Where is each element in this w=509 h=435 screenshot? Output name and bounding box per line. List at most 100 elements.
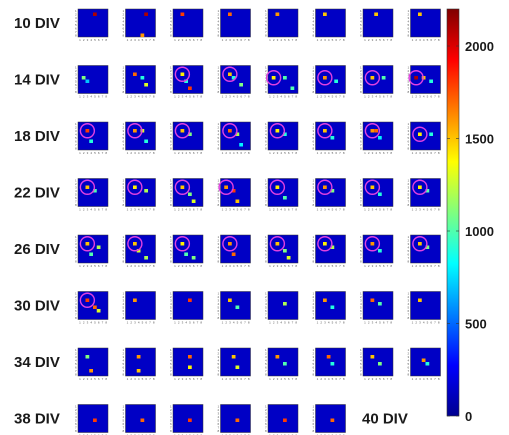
axis-tick-label: 3	[87, 38, 89, 42]
heatmap-cell	[188, 365, 192, 369]
axis-tick-label: 8	[408, 33, 410, 37]
heatmap-cell	[89, 252, 93, 256]
heatmap-cell	[184, 252, 188, 256]
axis-tick-label: 6	[193, 377, 195, 381]
axis-tick-label: 6	[288, 377, 290, 381]
axis-tick-label: 1	[317, 377, 319, 381]
axis-tick-label: 8	[265, 33, 267, 37]
axis-tick-label: 6	[218, 252, 220, 256]
heatmap-cell	[144, 256, 148, 260]
axis-tick-label: 1	[174, 321, 176, 325]
axis-tick-label: 7	[123, 143, 125, 147]
axis-tick-label: 3	[182, 377, 184, 381]
axis-tick-label: 3	[372, 321, 374, 325]
axis-tick-label: 2	[218, 238, 220, 242]
axis-tick-label: 6	[408, 196, 410, 200]
axis-tick-label: 8	[295, 434, 297, 435]
axis-tick-label: 2	[360, 69, 362, 73]
axis-tick-label: 6	[240, 95, 242, 99]
axis-tick-label: 1	[265, 178, 267, 182]
axis-tick-label: 2	[360, 12, 362, 16]
axis-tick-label: 7	[197, 151, 199, 155]
axis-tick-label: 3	[87, 264, 89, 268]
axis-tick-label: 5	[237, 151, 239, 155]
axis-tick-label: 4	[233, 377, 235, 381]
axis-tick-label: 1	[269, 38, 271, 42]
axis-tick-label: 5	[218, 249, 220, 253]
axis-tick-label: 4	[328, 95, 330, 99]
heatmap-cell	[418, 298, 422, 302]
axis-tick-label: 6	[360, 139, 362, 143]
axis-tick-label: 8	[360, 90, 362, 94]
axis-tick-label: 3	[360, 129, 362, 133]
axis-tick-label: 6	[335, 377, 337, 381]
axis-tick-label: 2	[75, 408, 77, 412]
axis-tick-label: 5	[170, 418, 172, 422]
axis-tick-label: 8	[360, 146, 362, 150]
axis-tick-label: 7	[75, 256, 77, 260]
axis-tick-label: 7	[387, 264, 389, 268]
axis-tick-label: 2	[415, 264, 417, 268]
axis-tick-label: 3	[324, 321, 326, 325]
axis-tick-label: 5	[170, 192, 172, 196]
axis-tick-label: 1	[218, 122, 220, 126]
axis-tick-label: 4	[75, 358, 77, 362]
axis-tick-label: 1	[79, 264, 81, 268]
highlight-circle	[174, 123, 191, 139]
axis-tick-label: 1	[265, 235, 267, 239]
axis-tick-label: 6	[383, 321, 385, 325]
axis-tick-label: 7	[265, 199, 267, 203]
axis-tick-label: 3	[277, 151, 279, 155]
axis-tick-label: 8	[313, 372, 315, 376]
axis-tick-label: 4	[138, 321, 140, 325]
axis-tick-label: 1	[360, 291, 362, 295]
axis-tick-label: 4	[280, 95, 282, 99]
heatmap-cell	[370, 242, 375, 246]
axis-tick-label: 8	[248, 264, 250, 268]
axis-tick-label: 6	[383, 208, 385, 212]
axis-tick-label: 3	[419, 264, 421, 268]
axis-tick-label: 5	[218, 362, 220, 366]
heatmap-cell	[378, 362, 382, 366]
axis-tick-label: 1	[360, 9, 362, 13]
axis-tick-label: 2	[218, 182, 220, 186]
axis-tick-label: 6	[123, 26, 125, 30]
axis-tick-label: 8	[313, 33, 315, 37]
axis-tick-label: 1	[222, 208, 224, 212]
axis-tick-label: 6	[360, 196, 362, 200]
axis-tick-label: 5	[332, 434, 334, 435]
axis-tick-label: 6	[75, 365, 77, 369]
axis-tick-label: 1	[360, 122, 362, 126]
axis-tick-label: 3	[218, 129, 220, 133]
row-label: 38 DIV	[14, 411, 60, 428]
axis-tick-label: 5	[218, 305, 220, 309]
axis-tick-label: 4	[185, 208, 187, 212]
axis-tick-label: 2	[320, 95, 322, 99]
panel-background	[315, 8, 346, 38]
axis-tick-label: 7	[434, 264, 436, 268]
axis-tick-label: 1	[123, 235, 125, 239]
axis-tick-label: 8	[75, 33, 77, 37]
axis-tick-label: 3	[419, 95, 421, 99]
axis-tick-label: 6	[145, 377, 147, 381]
axis-tick-label: 7	[170, 199, 172, 203]
axis-tick-label: 3	[134, 321, 136, 325]
axis-tick-label: 8	[75, 203, 77, 207]
axis-tick-label: 7	[360, 199, 362, 203]
axis-tick-label: 5	[332, 38, 334, 42]
axis-tick-label: 7	[123, 425, 125, 429]
heatmap-cell	[330, 418, 335, 422]
axis-tick-label: 5	[189, 377, 191, 381]
axis-tick-label: 8	[390, 151, 392, 155]
axis-tick-label: 5	[142, 264, 144, 268]
axis-tick-label: 3	[182, 208, 184, 212]
axis-tick-label: 1	[313, 404, 315, 408]
axis-tick-label: 8	[123, 90, 125, 94]
axis-tick-label: 5	[237, 208, 239, 212]
axis-tick-label: 3	[419, 321, 421, 325]
axis-tick-label: 3	[408, 129, 410, 133]
